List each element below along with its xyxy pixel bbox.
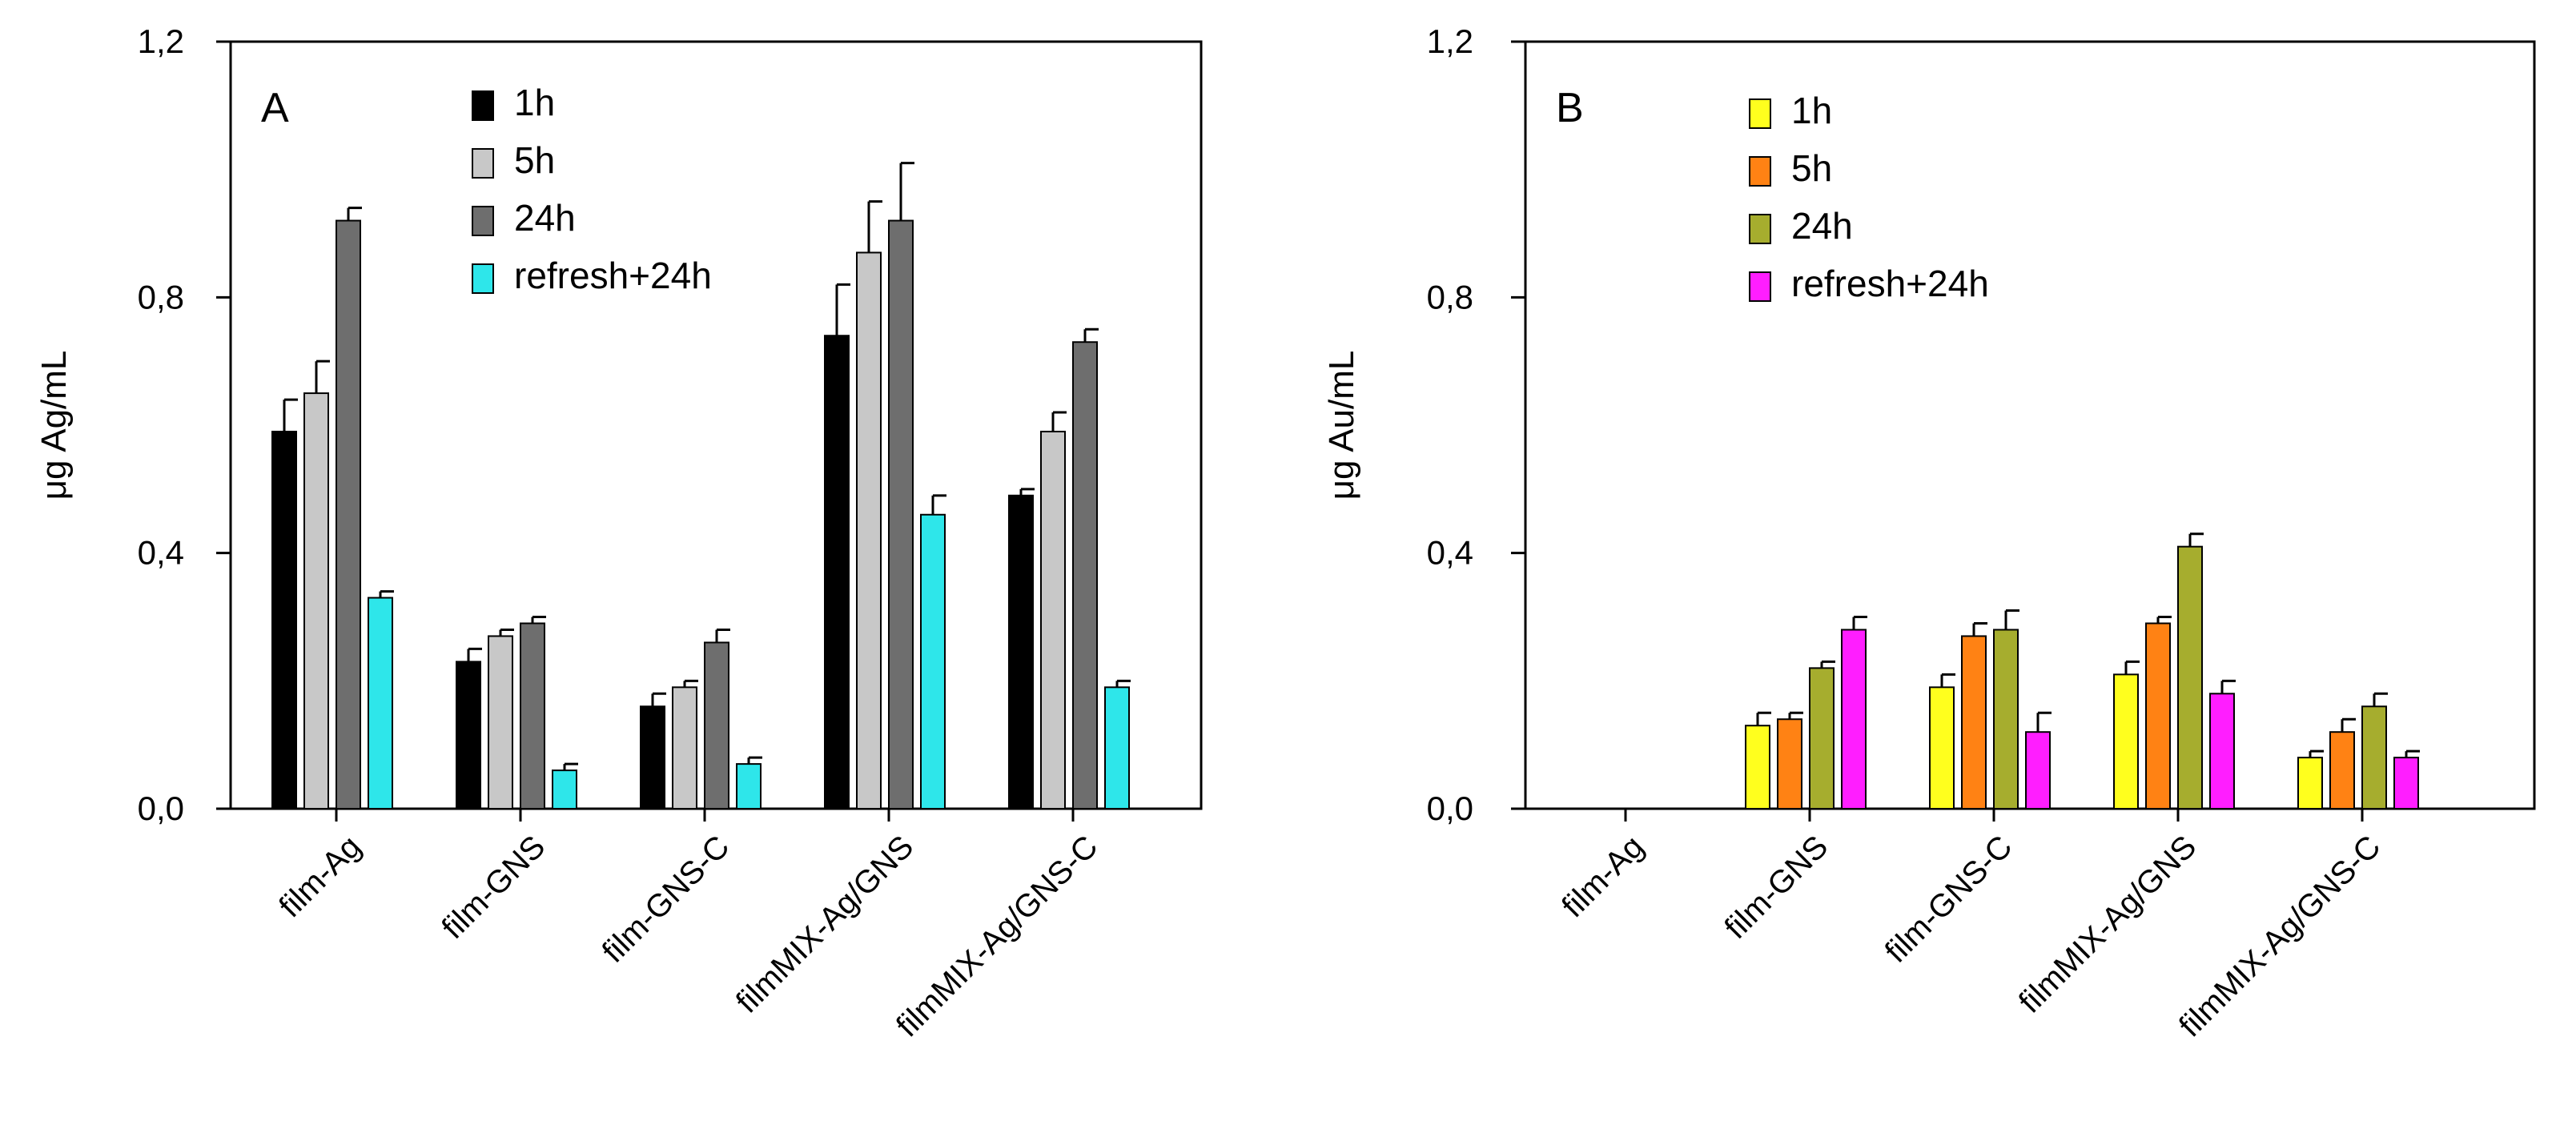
- x-category-label: film-GNS-C: [596, 829, 737, 970]
- x-category-label: filmMIX-Ag/GNS: [729, 829, 921, 1020]
- legend-label: 1h: [514, 82, 555, 123]
- x-category-label: filmMIX-Ag/GNS: [2012, 829, 2204, 1020]
- bar: [640, 705, 665, 810]
- y-tick-label: 0,0: [1427, 789, 1473, 827]
- legend-swatch: [1749, 271, 1771, 302]
- bar: [488, 635, 513, 810]
- x-category-label: film-GNS-C: [1879, 829, 2019, 970]
- bar: [736, 763, 762, 810]
- legend-label: 24h: [514, 197, 576, 239]
- bar: [2209, 693, 2235, 810]
- legend-swatch: [1749, 214, 1771, 244]
- y-tick-label: 0,4: [1427, 534, 1473, 572]
- bar: [1777, 718, 1802, 810]
- panel-label: A: [261, 85, 289, 131]
- y-tick-label: 0,8: [1427, 278, 1473, 315]
- legend-label: refresh+24h: [1791, 263, 1989, 304]
- legend-label: 5h: [1791, 147, 1832, 189]
- y-tick-label: 0,4: [138, 534, 184, 572]
- bar: [1961, 635, 1987, 810]
- bar: [824, 335, 850, 810]
- bar: [1072, 341, 1098, 810]
- x-category-label: film-Ag: [1555, 829, 1650, 924]
- bar: [271, 430, 297, 810]
- bar: [920, 513, 946, 810]
- x-category-label: film-GNS: [436, 829, 553, 946]
- bar: [552, 769, 577, 810]
- y-axis-title: μg Ag/mL: [34, 351, 74, 500]
- legend-swatch: [472, 263, 494, 294]
- legend-label: 1h: [1791, 90, 1832, 131]
- bar: [1104, 686, 1130, 810]
- y-tick-label: 1,2: [138, 22, 184, 60]
- x-category-label: filmMIX-Ag/GNS-C: [890, 829, 1104, 1043]
- y-tick-label: 1,2: [1427, 22, 1473, 60]
- bar: [520, 622, 545, 810]
- legend-swatch: [472, 148, 494, 179]
- panel-label: B: [1556, 85, 1584, 131]
- y-tick-label: 0,0: [138, 789, 184, 827]
- bar: [2113, 673, 2139, 810]
- x-category-label: film-GNS: [1718, 829, 1835, 946]
- x-category-label: film-Ag: [272, 829, 368, 924]
- bar: [1809, 667, 1835, 810]
- bar: [1841, 629, 1867, 810]
- bar: [2297, 757, 2323, 810]
- bar: [1929, 686, 1955, 810]
- bar: [704, 641, 729, 810]
- legend-swatch: [1749, 156, 1771, 187]
- y-axis-title: μg Au/mL: [1322, 351, 1361, 500]
- bar: [2145, 622, 2171, 810]
- bar: [1040, 430, 1066, 810]
- bar: [1745, 725, 1770, 810]
- legend-swatch: [1749, 98, 1771, 129]
- bar: [456, 661, 481, 810]
- bar: [1008, 494, 1034, 810]
- bar: [2361, 705, 2387, 810]
- bar: [2393, 757, 2419, 810]
- bar: [856, 251, 882, 810]
- bar: [336, 219, 361, 810]
- bar: [2177, 545, 2203, 810]
- y-tick-label: 0,8: [138, 278, 184, 315]
- bar: [2025, 731, 2051, 810]
- bar: [2329, 731, 2355, 810]
- bar: [672, 686, 697, 810]
- legend-label: refresh+24h: [514, 255, 712, 296]
- bar: [303, 392, 329, 810]
- legend-swatch: [472, 90, 494, 121]
- legend-swatch: [472, 206, 494, 236]
- bar: [368, 597, 393, 810]
- bar: [888, 219, 914, 810]
- legend-label: 5h: [514, 139, 555, 181]
- legend-label: 24h: [1791, 205, 1853, 247]
- bar: [1993, 629, 2019, 810]
- x-category-label: filmMIX-Ag/GNS-C: [2172, 829, 2387, 1043]
